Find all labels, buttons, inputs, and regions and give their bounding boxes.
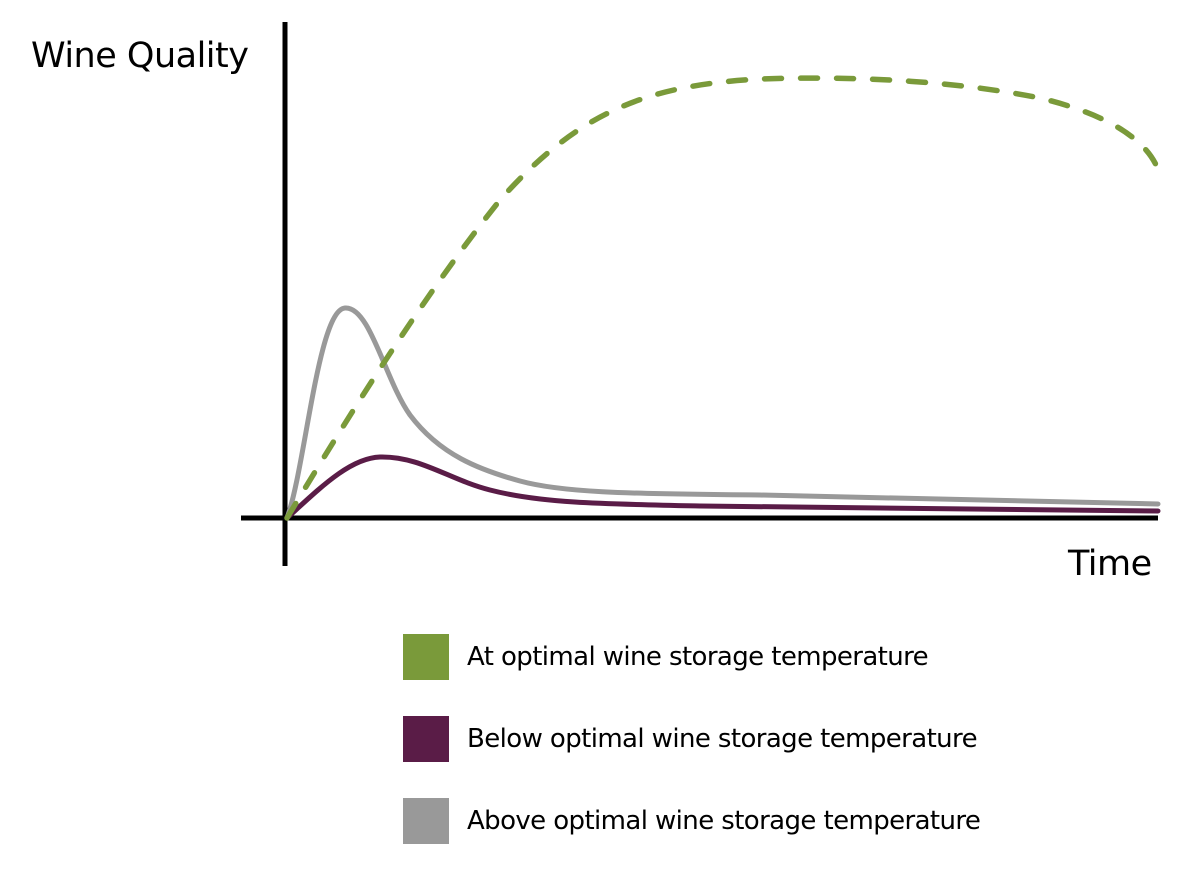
legend: At optimal wine storage temperature Belo… <box>403 634 981 880</box>
series-above-optimal-line <box>284 305 1161 521</box>
series-at-optimal-line <box>284 75 1160 521</box>
legend-item-at-optimal: At optimal wine storage temperature <box>403 634 980 680</box>
legend-label: At optimal wine storage temperature <box>467 642 929 672</box>
legend-label: Below optimal wine storage temperature <box>467 724 978 754</box>
legend-swatch-green <box>403 634 449 680</box>
legend-item-above-optimal: Above optimal wine storage temperature <box>403 798 981 844</box>
series-below-optimal-line <box>284 454 1161 521</box>
x-axis-label: Time <box>1068 544 1152 584</box>
legend-swatch-purple <box>403 716 449 762</box>
legend-swatch-gray <box>403 798 449 844</box>
legend-label: Above optimal wine storage temperature <box>467 806 981 836</box>
y-axis-label: Wine Quality <box>31 36 249 76</box>
legend-item-below-optimal: Below optimal wine storage temperature <box>403 716 980 762</box>
